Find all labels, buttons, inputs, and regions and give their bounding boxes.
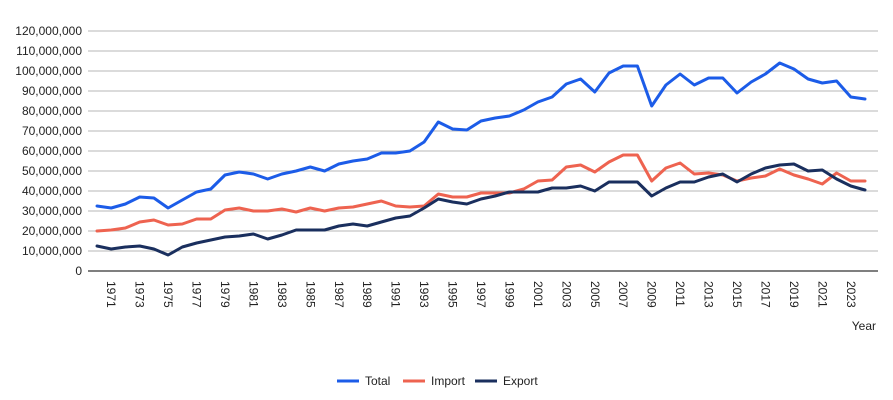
y-tick-label: 110,000,000 bbox=[16, 44, 82, 58]
y-tick-label: 70,000,000 bbox=[22, 124, 82, 138]
x-tick-label: 2021 bbox=[815, 281, 829, 308]
x-tick-label: 2017 bbox=[758, 281, 772, 308]
x-tick-label: 2013 bbox=[702, 281, 716, 308]
x-tick-label: 1993 bbox=[417, 281, 431, 308]
series-line-total bbox=[95, 61, 867, 210]
x-tick-label: 1973 bbox=[133, 281, 147, 308]
y-tick-label: 50,000,000 bbox=[22, 164, 82, 178]
x-tick-label: 2003 bbox=[559, 281, 573, 308]
gridlines bbox=[88, 30, 878, 252]
y-tick-label: 10,000,000 bbox=[22, 244, 82, 258]
x-tick-label: 2001 bbox=[531, 281, 545, 308]
x-tick-label: 2019 bbox=[787, 281, 801, 308]
legend-label-export: Export bbox=[503, 374, 538, 388]
x-tick-label: 1977 bbox=[190, 281, 204, 308]
x-axis-title: Year bbox=[852, 319, 876, 333]
x-tick-label: 1985 bbox=[303, 281, 317, 308]
x-tick-label: 1987 bbox=[332, 281, 346, 308]
x-tick-label: 2009 bbox=[645, 281, 659, 308]
y-tick-label: 0 bbox=[75, 264, 82, 278]
x-tick-label: 2023 bbox=[844, 281, 858, 308]
x-tick-label: 1983 bbox=[275, 281, 289, 308]
x-tick-label: 1991 bbox=[389, 281, 403, 308]
y-tick-label: 60,000,000 bbox=[22, 144, 82, 158]
legend-label-total: Total bbox=[365, 374, 390, 388]
x-tick-label: 1997 bbox=[474, 281, 488, 308]
y-axis-ticks: 0 10,000,000 20,000,000 30,000,000 40,000,00… bbox=[15, 24, 82, 278]
x-tick-label: 2007 bbox=[616, 281, 630, 308]
y-tick-label: 90,000,000 bbox=[22, 84, 82, 98]
y-tick-label: 30,000,000 bbox=[22, 204, 82, 218]
x-tick-label: 1999 bbox=[502, 281, 516, 308]
series-lines bbox=[95, 61, 867, 257]
series-line-import bbox=[95, 153, 867, 233]
x-tick-label: 2005 bbox=[588, 281, 602, 308]
y-tick-label: 20,000,000 bbox=[22, 224, 82, 238]
x-tick-label: 1979 bbox=[218, 281, 232, 308]
x-axis-ticks: 1971 1973 1975 1977 1979 1981 1983 1985 1987 1989… bbox=[104, 281, 858, 308]
x-tick-label: 1981 bbox=[246, 281, 260, 308]
legend-label-import: Import bbox=[431, 374, 466, 388]
legend: Total Import Export bbox=[337, 374, 538, 388]
x-tick-label: 2011 bbox=[673, 281, 687, 307]
y-tick-label: 80,000,000 bbox=[22, 104, 82, 118]
y-tick-label: 100,000,000 bbox=[15, 64, 82, 78]
series-line-export bbox=[95, 162, 867, 257]
y-tick-label: 120,000,000 bbox=[15, 24, 82, 38]
x-tick-label: 1971 bbox=[104, 281, 118, 308]
x-tick-label: 1995 bbox=[446, 281, 460, 308]
x-tick-label: 2015 bbox=[730, 281, 744, 308]
x-tick-label: 1989 bbox=[360, 281, 374, 308]
x-tick-label: 1975 bbox=[161, 281, 175, 308]
y-tick-label: 40,000,000 bbox=[22, 184, 82, 198]
